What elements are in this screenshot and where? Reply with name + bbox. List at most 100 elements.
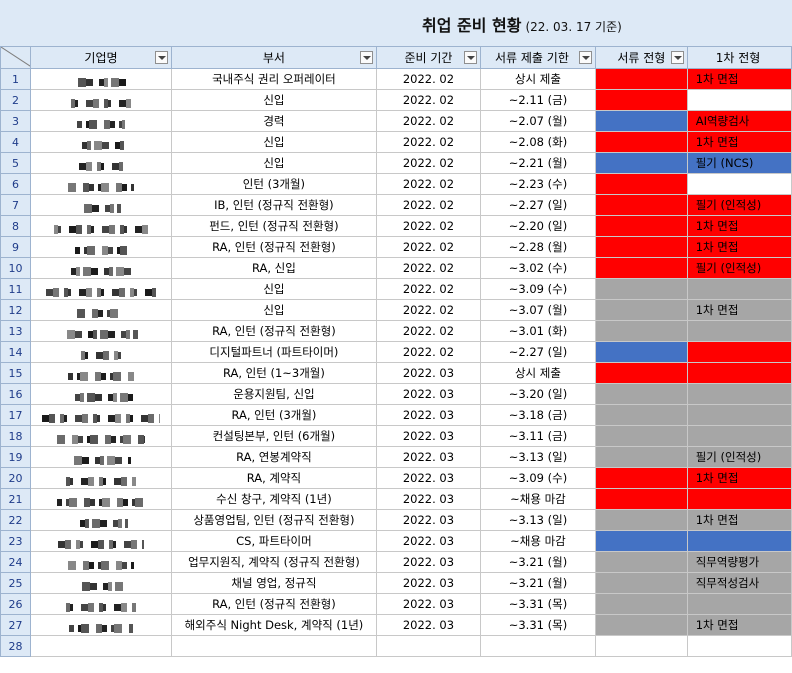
company-cell[interactable]	[30, 572, 172, 594]
company-cell[interactable]	[30, 425, 172, 447]
doc-status-cell[interactable]	[594, 68, 688, 90]
deadline-cell[interactable]: ~2.11 (금)	[479, 89, 596, 111]
deadline-cell[interactable]: ~2.21 (월)	[479, 152, 596, 174]
deadline-cell[interactable]: ~2.27 (일)	[479, 194, 596, 216]
period-cell[interactable]	[375, 635, 481, 657]
period-cell[interactable]: 2022. 03	[375, 467, 481, 489]
dept-cell[interactable]: 디지털파트너 (파트타이머)	[170, 341, 377, 363]
doc-status-cell[interactable]	[594, 131, 688, 153]
row-number[interactable]: 20	[0, 467, 32, 489]
company-cell[interactable]	[30, 488, 172, 510]
row-number[interactable]: 10	[0, 257, 32, 279]
period-cell[interactable]: 2022. 02	[375, 299, 481, 321]
deadline-cell[interactable]	[479, 635, 596, 657]
deadline-cell[interactable]: ~3.18 (금)	[479, 404, 596, 426]
period-cell[interactable]: 2022. 03	[375, 488, 481, 510]
period-cell[interactable]: 2022. 02	[375, 215, 481, 237]
dept-cell[interactable]: 수신 창구, 계약직 (1년)	[170, 488, 377, 510]
company-cell[interactable]	[30, 404, 172, 426]
period-cell[interactable]: 2022. 03	[375, 593, 481, 615]
deadline-cell[interactable]: ~2.28 (월)	[479, 236, 596, 258]
deadline-cell[interactable]: ~3.31 (목)	[479, 614, 596, 636]
row-number[interactable]: 12	[0, 299, 32, 321]
doc-status-cell[interactable]	[594, 299, 688, 321]
row-number[interactable]: 27	[0, 614, 32, 636]
period-cell[interactable]: 2022. 03	[375, 551, 481, 573]
header-deadline[interactable]: 서류 제출 기한	[479, 46, 596, 69]
company-cell[interactable]	[30, 320, 172, 342]
stage1-cell[interactable]: 필기 (인적성)	[686, 446, 792, 468]
deadline-cell[interactable]: ~3.11 (금)	[479, 425, 596, 447]
stage1-cell[interactable]	[686, 89, 792, 111]
dept-cell[interactable]: RA, 인턴 (정규직 전환형)	[170, 320, 377, 342]
stage1-cell[interactable]	[686, 341, 792, 363]
company-cell[interactable]	[30, 614, 172, 636]
row-number[interactable]: 24	[0, 551, 32, 573]
deadline-cell[interactable]: ~3.13 (일)	[479, 509, 596, 531]
period-cell[interactable]: 2022. 03	[375, 614, 481, 636]
company-cell[interactable]	[30, 215, 172, 237]
company-cell[interactable]	[30, 110, 172, 132]
filter-dropdown-icon[interactable]	[578, 51, 592, 64]
company-cell[interactable]	[30, 362, 172, 384]
stage1-cell[interactable]: 1차 면접	[686, 236, 792, 258]
period-cell[interactable]: 2022. 03	[375, 572, 481, 594]
doc-status-cell[interactable]	[594, 257, 688, 279]
header-doc[interactable]: 서류 전형	[594, 46, 688, 69]
company-cell[interactable]	[30, 635, 172, 657]
deadline-cell[interactable]: 상시 제출	[479, 362, 596, 384]
dept-cell[interactable]: 채널 영업, 정규직	[170, 572, 377, 594]
dept-cell[interactable]: RA, 인턴 (1~3개월)	[170, 362, 377, 384]
dept-cell[interactable]: 펀드, 인턴 (정규직 전환형)	[170, 215, 377, 237]
stage1-cell[interactable]: AI역량검사	[686, 110, 792, 132]
dept-cell[interactable]: IB, 인턴 (정규직 전환형)	[170, 194, 377, 216]
dept-cell[interactable]: RA, 계약직	[170, 467, 377, 489]
row-number[interactable]: 16	[0, 383, 32, 405]
dept-cell[interactable]: RA, 인턴 (정규직 전환형)	[170, 593, 377, 615]
doc-status-cell[interactable]	[594, 341, 688, 363]
row-number[interactable]: 21	[0, 488, 32, 510]
doc-status-cell[interactable]	[594, 110, 688, 132]
stage1-cell[interactable]	[686, 593, 792, 615]
company-cell[interactable]	[30, 236, 172, 258]
stage1-cell[interactable]: 1차 면접	[686, 131, 792, 153]
row-number[interactable]: 3	[0, 110, 32, 132]
filter-dropdown-icon[interactable]	[463, 51, 477, 64]
doc-status-cell[interactable]	[594, 215, 688, 237]
row-number[interactable]: 14	[0, 341, 32, 363]
row-number[interactable]: 5	[0, 152, 32, 174]
doc-status-cell[interactable]	[594, 425, 688, 447]
doc-status-cell[interactable]	[594, 446, 688, 468]
period-cell[interactable]: 2022. 03	[375, 383, 481, 405]
row-number[interactable]: 18	[0, 425, 32, 447]
stage1-cell[interactable]	[686, 173, 792, 195]
dept-cell[interactable]: 운용지원팀, 신입	[170, 383, 377, 405]
company-cell[interactable]	[30, 299, 172, 321]
doc-status-cell[interactable]	[594, 194, 688, 216]
deadline-cell[interactable]: ~채용 마감	[479, 488, 596, 510]
dept-cell[interactable]: CS, 파트타이머	[170, 530, 377, 552]
company-cell[interactable]	[30, 89, 172, 111]
deadline-cell[interactable]: ~2.23 (수)	[479, 173, 596, 195]
deadline-cell[interactable]: ~2.20 (일)	[479, 215, 596, 237]
doc-status-cell[interactable]	[594, 152, 688, 174]
stage1-cell[interactable]: 1차 면접	[686, 68, 792, 90]
period-cell[interactable]: 2022. 02	[375, 110, 481, 132]
period-cell[interactable]: 2022. 03	[375, 425, 481, 447]
dept-cell[interactable]: 컨설팅본부, 인턴 (6개월)	[170, 425, 377, 447]
period-cell[interactable]: 2022. 02	[375, 341, 481, 363]
row-number[interactable]: 1	[0, 68, 32, 90]
company-cell[interactable]	[30, 383, 172, 405]
company-cell[interactable]	[30, 530, 172, 552]
row-number[interactable]: 25	[0, 572, 32, 594]
doc-status-cell[interactable]	[594, 635, 688, 657]
deadline-cell[interactable]: ~2.27 (일)	[479, 341, 596, 363]
deadline-cell[interactable]: ~3.21 (월)	[479, 551, 596, 573]
dept-cell[interactable]: 신입	[170, 131, 377, 153]
deadline-cell[interactable]: ~2.07 (월)	[479, 110, 596, 132]
company-cell[interactable]	[30, 593, 172, 615]
company-cell[interactable]	[30, 257, 172, 279]
row-number[interactable]: 2	[0, 89, 32, 111]
doc-status-cell[interactable]	[594, 467, 688, 489]
deadline-cell[interactable]: ~3.01 (화)	[479, 320, 596, 342]
